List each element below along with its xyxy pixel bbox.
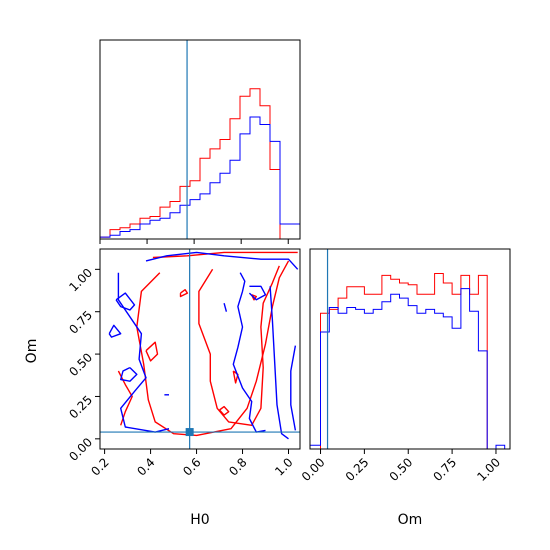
om-xtick-label: 0.00 <box>299 455 328 484</box>
y-axis-label-om: Om <box>24 339 40 364</box>
red-contour <box>145 341 159 362</box>
joint-ytick-label: 0.25 <box>66 393 95 422</box>
om-hist-blue <box>309 288 506 450</box>
x-axis-label-h0: H0 <box>190 512 209 528</box>
red-contour <box>198 265 280 426</box>
blue-contour <box>108 324 122 338</box>
blue-contour <box>232 272 266 433</box>
joint-xtick-label: 0.4 <box>134 455 157 478</box>
h0-hist-red <box>99 88 300 240</box>
red-contour <box>179 289 189 298</box>
om-hist-red <box>310 273 505 450</box>
blue-contour <box>120 366 138 382</box>
h0-hist-blue <box>99 116 301 239</box>
blue-contour <box>248 285 267 301</box>
red-contour <box>152 251 298 259</box>
blue-contour <box>269 286 289 440</box>
h0-histogram-panel <box>99 39 301 244</box>
joint-ytick-label: 1.00 <box>66 266 95 295</box>
joint-ytick-label: 0.75 <box>66 308 95 337</box>
red-contour <box>218 405 230 416</box>
blue-contour <box>115 292 136 311</box>
joint-ytick-label: 0.50 <box>66 350 95 379</box>
joint-contour-group <box>108 251 299 440</box>
om-panel-frame <box>309 248 511 450</box>
x-axis-label-om: Om <box>398 512 423 528</box>
blue-contour <box>117 272 170 433</box>
red-contour <box>232 370 239 384</box>
joint-ytick-label: 0.00 <box>66 435 95 464</box>
om-xtick-label: 0.50 <box>387 455 416 484</box>
joint-xtick-label: 0.2 <box>88 455 111 478</box>
red-contour <box>136 260 290 437</box>
axis-labels: H0 Om Om <box>24 339 422 528</box>
om-xtick-label: 0.75 <box>430 455 459 484</box>
joint-truth-marker <box>185 428 194 437</box>
om-xtick-label: 1.00 <box>474 455 503 484</box>
joint-xtick-label: 1.0 <box>272 455 295 478</box>
joint-panel-frame <box>99 248 301 450</box>
blue-contour <box>290 345 297 431</box>
om-xtick-label: 0.25 <box>343 455 372 484</box>
joint-contour-panel: 0.2 0.4 0.6 0.8 1.0 0.00 0.25 0.50 0.75 1.00 <box>66 248 301 479</box>
blue-contour <box>145 251 299 270</box>
joint-xtick-label: 0.6 <box>180 455 203 478</box>
om-histogram-panel: 0.00 0.25 0.50 0.75 1.00 <box>299 248 511 484</box>
h0-panel-frame <box>99 39 301 240</box>
blue-contour <box>223 303 228 312</box>
joint-xtick-label: 0.8 <box>226 455 249 478</box>
